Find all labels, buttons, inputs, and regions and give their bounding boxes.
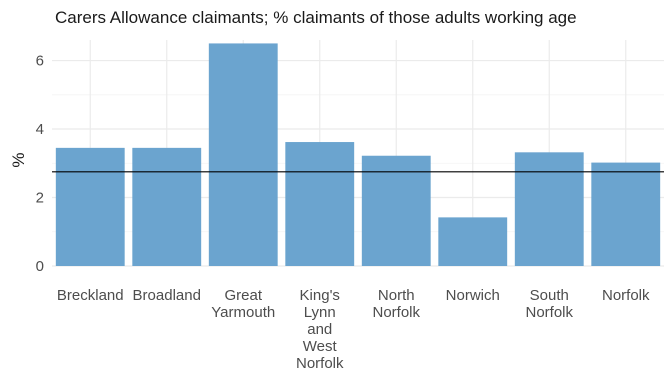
bar bbox=[132, 147, 202, 266]
x-tick-label: Great Yarmouth bbox=[211, 287, 275, 321]
x-tick-label: King's Lynn and West Norfolk bbox=[296, 287, 344, 372]
y-tick-label: 4 bbox=[36, 121, 44, 138]
x-tick-label: Breckland bbox=[57, 287, 124, 304]
bar bbox=[55, 147, 125, 266]
x-tick-label: Norfolk bbox=[602, 287, 650, 304]
x-axis-ticks: Breckland Broadland Great Yarmouth King's Lyn… bbox=[57, 287, 650, 372]
x-tick-label: Norwich bbox=[446, 287, 500, 304]
bar bbox=[514, 152, 584, 266]
y-tick-label: 0 bbox=[36, 258, 44, 275]
bar bbox=[208, 43, 278, 267]
bar bbox=[285, 142, 355, 266]
bars bbox=[55, 43, 661, 267]
y-axis-label: % bbox=[9, 152, 28, 167]
bar bbox=[361, 155, 431, 266]
bar bbox=[591, 162, 661, 266]
y-axis-ticks: 0 2 4 6 bbox=[36, 53, 44, 275]
x-tick-label: Broadland bbox=[133, 287, 201, 304]
x-tick-label: North Norfolk bbox=[372, 287, 420, 321]
chart-title: Carers Allowance claimants; % claimants … bbox=[55, 8, 577, 27]
y-tick-label: 2 bbox=[36, 190, 44, 207]
bar bbox=[438, 217, 508, 266]
y-tick-label: 6 bbox=[36, 53, 44, 70]
x-tick-label: South Norfolk bbox=[525, 287, 573, 321]
